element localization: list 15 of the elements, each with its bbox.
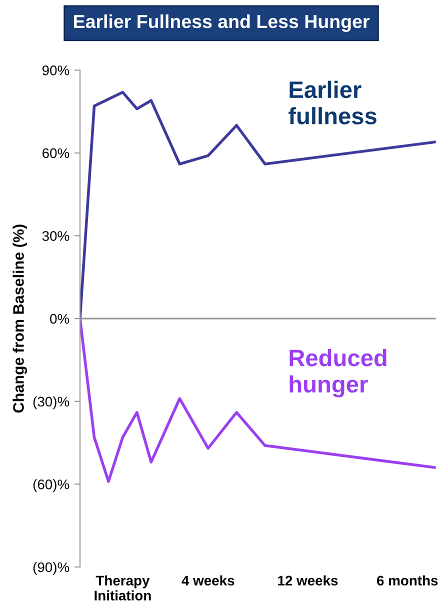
y-axis-title: Change from Baseline (%) bbox=[12, 224, 27, 413]
y-tick-label: (90)% bbox=[33, 562, 70, 575]
y-tick-label: (30)% bbox=[33, 396, 70, 410]
y-tick-label: 30% bbox=[42, 231, 70, 241]
x-tick-label: 12 weeks bbox=[278, 575, 338, 586]
x-tick-label: 4 weeks bbox=[182, 575, 234, 586]
y-tick-label: (60)% bbox=[33, 479, 70, 492]
chart-title: Earlier Fullness and Less Hunger bbox=[74, 14, 370, 32]
y-tick-label: 0% bbox=[50, 314, 70, 324]
y-tick-label: 60% bbox=[42, 148, 70, 158]
x-tick-label: Therapy Initiation bbox=[94, 575, 151, 600]
series-label: Earlier fullness bbox=[288, 80, 376, 124]
x-tick-label: 6 months bbox=[377, 575, 438, 586]
text: Reduced hunger bbox=[290, 349, 386, 398]
y-tick-label: 90% bbox=[42, 65, 70, 76]
